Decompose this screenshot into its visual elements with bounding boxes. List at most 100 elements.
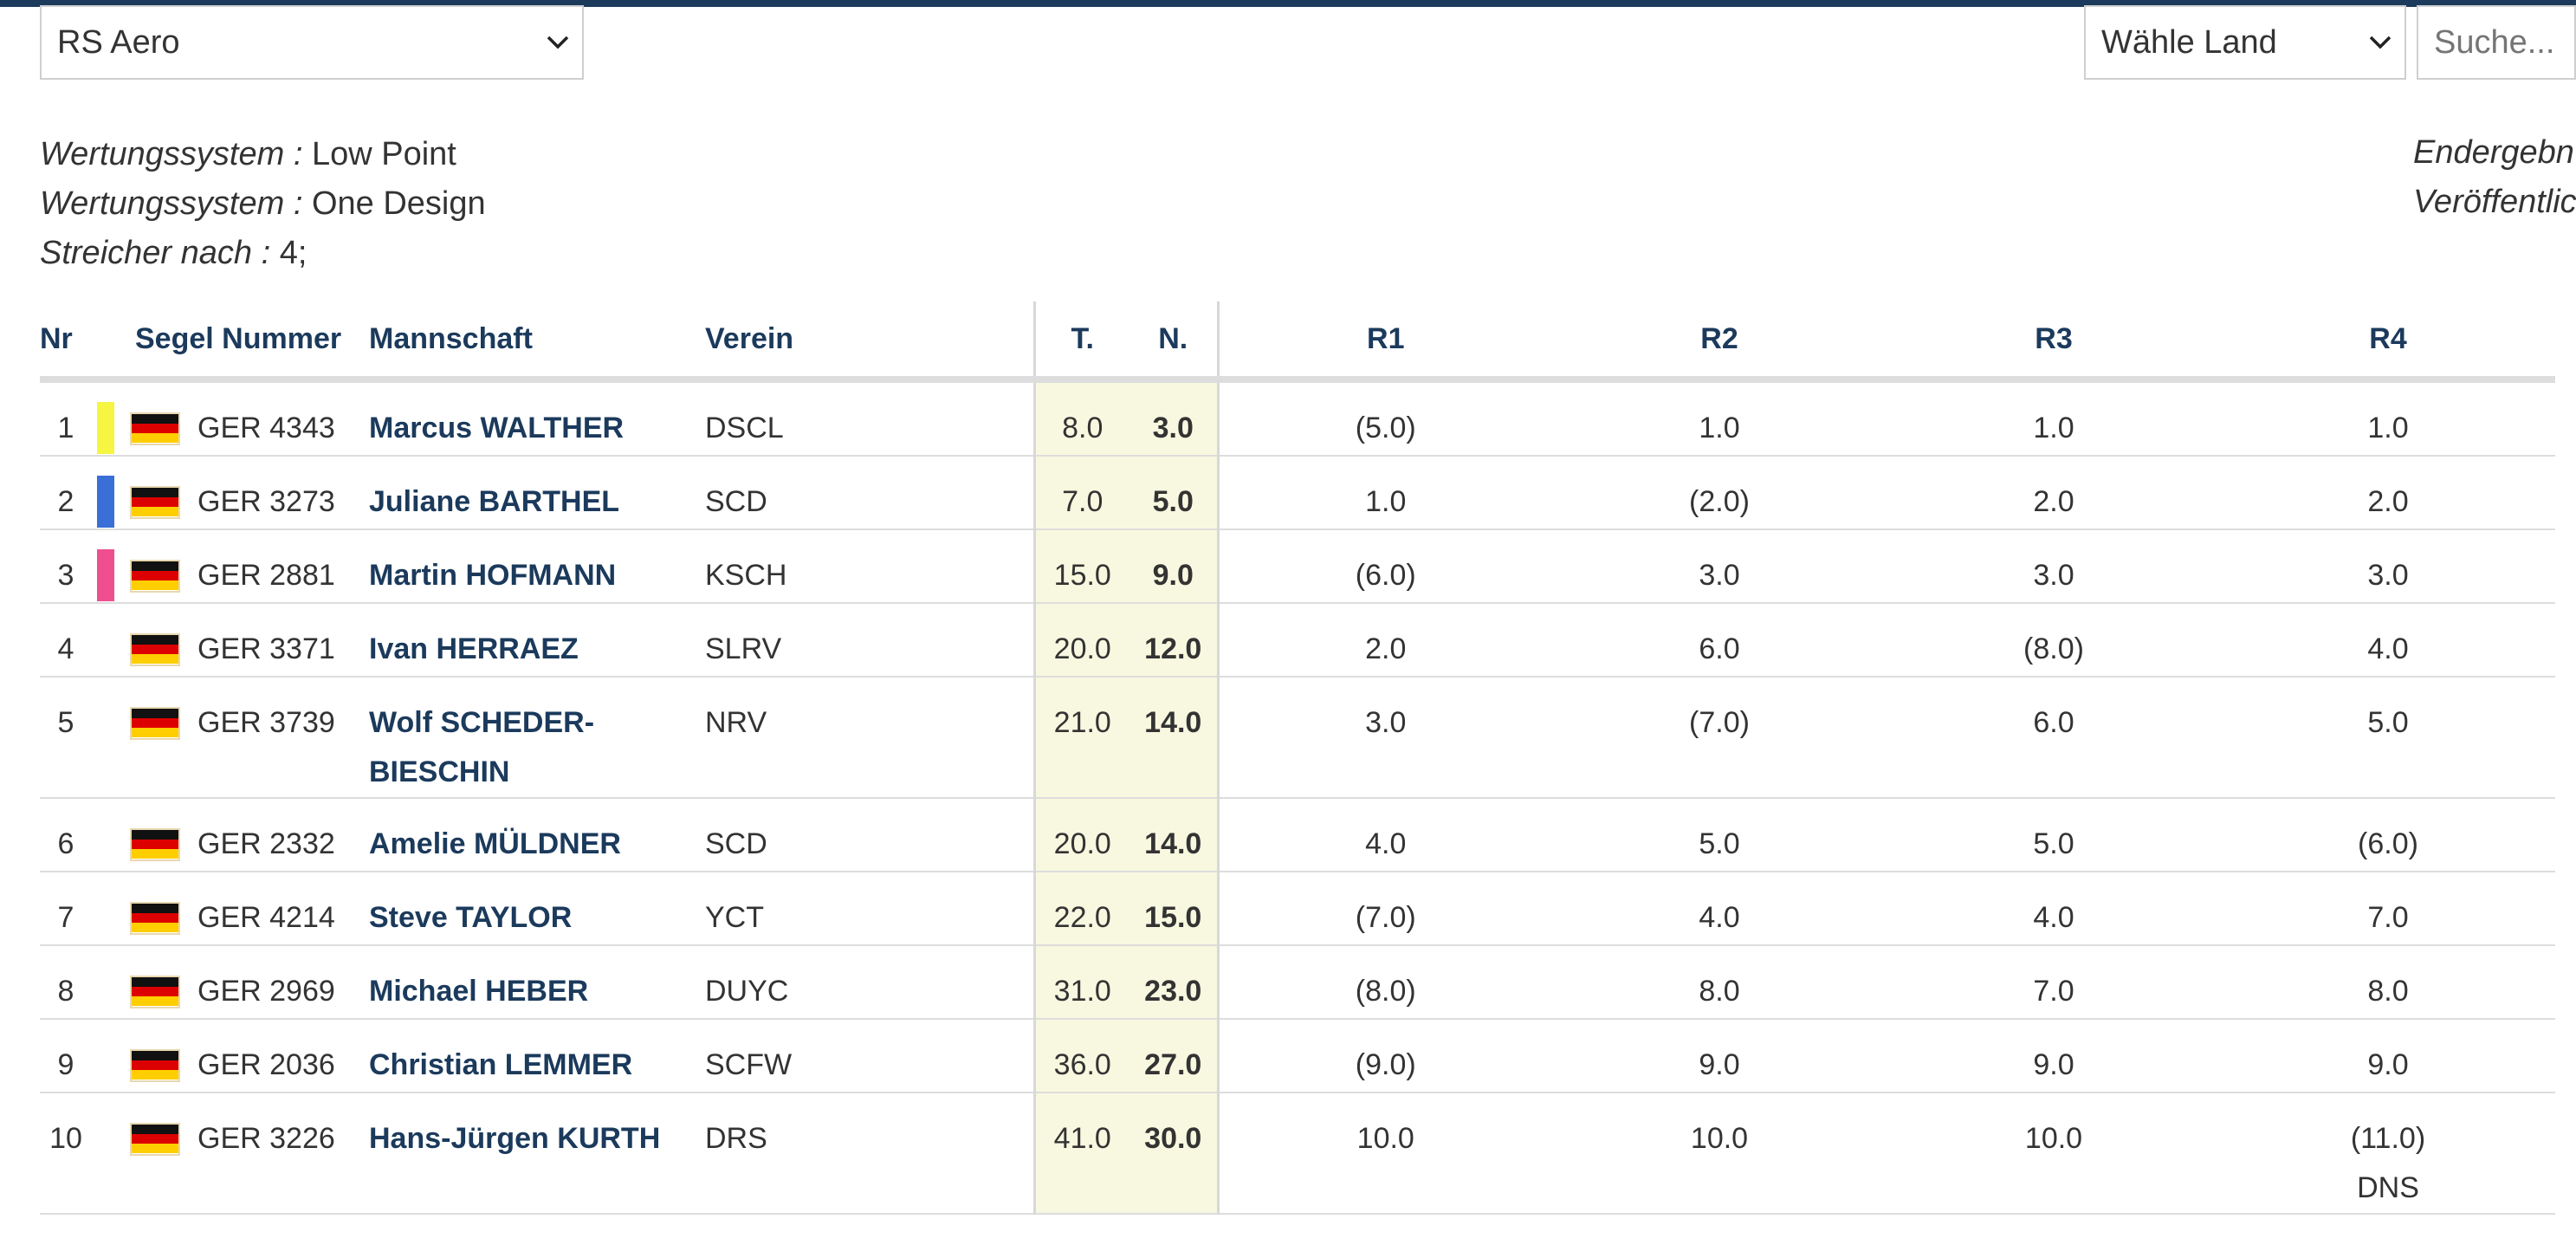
r3-cell: 7.0 (1887, 945, 2221, 1020)
team-name-link[interactable]: Hans-Jürgen KURTH (369, 1093, 705, 1164)
germany-flag-icon (132, 976, 178, 1007)
header-net[interactable]: N. (1129, 302, 1220, 383)
net-cell: 30.0 (1129, 1093, 1220, 1215)
club-cell: NRV (705, 677, 1034, 799)
r4-cell: 9.0 (2221, 1019, 2555, 1093)
results-table: Nr Segel Nummer Mannschaft Verein T. N. … (40, 302, 2555, 1215)
germany-flag-icon (132, 634, 178, 665)
r2-cell: 3.0 (1552, 529, 1887, 604)
r1-cell: 4.0 (1218, 798, 1552, 872)
sail-number-cell: GER 3739 (197, 677, 369, 799)
rank-color-bar (97, 1039, 114, 1091)
rank-cell: 4 (40, 603, 92, 678)
final-result-label: Endergebn (2413, 134, 2574, 171)
r2-cell: (2.0) (1552, 456, 1887, 530)
team-name-link[interactable]: Steve TAYLOR (369, 872, 705, 943)
team-name-link[interactable]: Juliane BARTHEL (369, 457, 705, 527)
total-cell: 36.0 (1032, 1019, 1129, 1093)
sail-number: GER 4214 (197, 901, 335, 934)
team-cell: Ivan HERRAEZ (369, 603, 705, 678)
rank-cell: 5 (40, 677, 92, 799)
net-points: 9.0 (1152, 559, 1194, 592)
rank-cell: 10 (40, 1093, 92, 1215)
country-select[interactable]: Wähle Land (2084, 5, 2406, 80)
net-cell: 3.0 (1129, 379, 1220, 457)
germany-flag-icon (132, 487, 178, 517)
net-cell: 27.0 (1129, 1019, 1220, 1093)
net-points: 3.0 (1152, 412, 1194, 444)
net-points: 14.0 (1144, 706, 1202, 739)
header-r1[interactable]: R1 (1218, 302, 1552, 383)
search-input[interactable] (2417, 5, 2576, 80)
team-name-link[interactable]: Wolf SCHEDER- BIESCHIN (369, 678, 705, 797)
total-cell: 8.0 (1032, 379, 1129, 457)
team-name-line1: Juliane BARTHEL (369, 485, 620, 518)
published-label: Veröffentlic (2413, 184, 2576, 220)
r1-cell: (5.0) (1218, 379, 1552, 457)
team-cell: Hans-Jürgen KURTH (369, 1093, 705, 1215)
header-total[interactable]: T. (1032, 302, 1129, 383)
team-name-link[interactable]: Michael HEBER (369, 946, 705, 1016)
r2-score: 1.0 (1699, 412, 1740, 444)
header-r3[interactable]: R3 (1887, 302, 2221, 383)
team-cell: Steve TAYLOR (369, 872, 705, 946)
team-cell: Marcus WALTHER (369, 379, 705, 457)
team-name-line1: Ivan HERRAEZ (369, 632, 579, 665)
header-team[interactable]: Mannschaft (369, 302, 705, 383)
germany-flag-icon (132, 1124, 178, 1154)
total-points: 7.0 (1062, 485, 1104, 518)
club-name: NRV (705, 706, 767, 739)
header-r4[interactable]: R4 (2221, 302, 2555, 383)
r3-score: 1.0 (2033, 412, 2074, 444)
club-name: YCT (705, 901, 764, 934)
team-name-link[interactable]: Martin HOFMANN (369, 530, 705, 600)
net-cell: 14.0 (1129, 798, 1220, 872)
sail-number: GER 4343 (197, 412, 335, 444)
total-cell: 31.0 (1032, 945, 1129, 1020)
r3-score: (8.0) (2023, 632, 2084, 665)
germany-flag-icon (132, 903, 178, 933)
team-name-link[interactable]: Ivan HERRAEZ (369, 604, 705, 674)
net-cell: 15.0 (1129, 872, 1220, 946)
team-name-link[interactable]: Amelie MÜLDNER (369, 799, 705, 869)
r3-cell: 10.0 (1887, 1093, 2221, 1215)
team-name-line1: Marcus WALTHER (369, 412, 625, 444)
rank-color-bar (97, 548, 114, 601)
team-name-link[interactable]: Marcus WALTHER (369, 383, 705, 453)
team-name-line1: Martin HOFMANN (369, 559, 617, 592)
header-r2[interactable]: R2 (1552, 302, 1887, 383)
r1-score: 1.0 (1365, 485, 1407, 518)
r2-score: 9.0 (1699, 1048, 1740, 1081)
sail-number: GER 2881 (197, 559, 335, 592)
team-name-line1: Steve TAYLOR (369, 901, 573, 934)
header-nr[interactable]: Nr (40, 302, 92, 383)
total-points: 20.0 (1053, 632, 1111, 665)
rank-number: 7 (57, 901, 74, 934)
r3-score: 7.0 (2033, 975, 2074, 1008)
rank-number: 10 (49, 1122, 82, 1155)
rank-cell: 3 (40, 529, 92, 604)
header-sail-number[interactable]: Segel Nummer (92, 302, 369, 383)
header-club[interactable]: Verein (705, 302, 1034, 383)
table-row: 4 GER 3371 Ivan HERRAEZ SLRV 20.0 12.0 2.0 6.0 (… (40, 603, 2555, 678)
total-cell: 21.0 (1032, 677, 1129, 799)
sail-number: GER 3273 (197, 485, 335, 518)
sail-number-cell: GER 2881 (197, 529, 369, 604)
team-name-link[interactable]: Christian LEMMER (369, 1020, 705, 1090)
r4-score: 8.0 (2367, 975, 2409, 1008)
class-select[interactable]: RS Aero (40, 5, 584, 80)
flag-cell (92, 603, 197, 678)
r4-cell: 3.0 (2221, 529, 2555, 604)
r3-cell: 2.0 (1887, 456, 2221, 530)
r3-score: 9.0 (2033, 1048, 2074, 1081)
r2-cell: 4.0 (1552, 872, 1887, 946)
flag-cell (92, 945, 197, 1020)
sail-number: GER 3226 (197, 1122, 335, 1155)
rank-color-bar (97, 1112, 114, 1164)
r2-score: (7.0) (1689, 706, 1750, 739)
net-points: 15.0 (1144, 901, 1202, 934)
r1-score: (6.0) (1355, 559, 1416, 592)
chevron-down-icon (534, 7, 582, 78)
club-name: DSCL (705, 412, 784, 444)
r4-note: DNS (2357, 1171, 2419, 1204)
